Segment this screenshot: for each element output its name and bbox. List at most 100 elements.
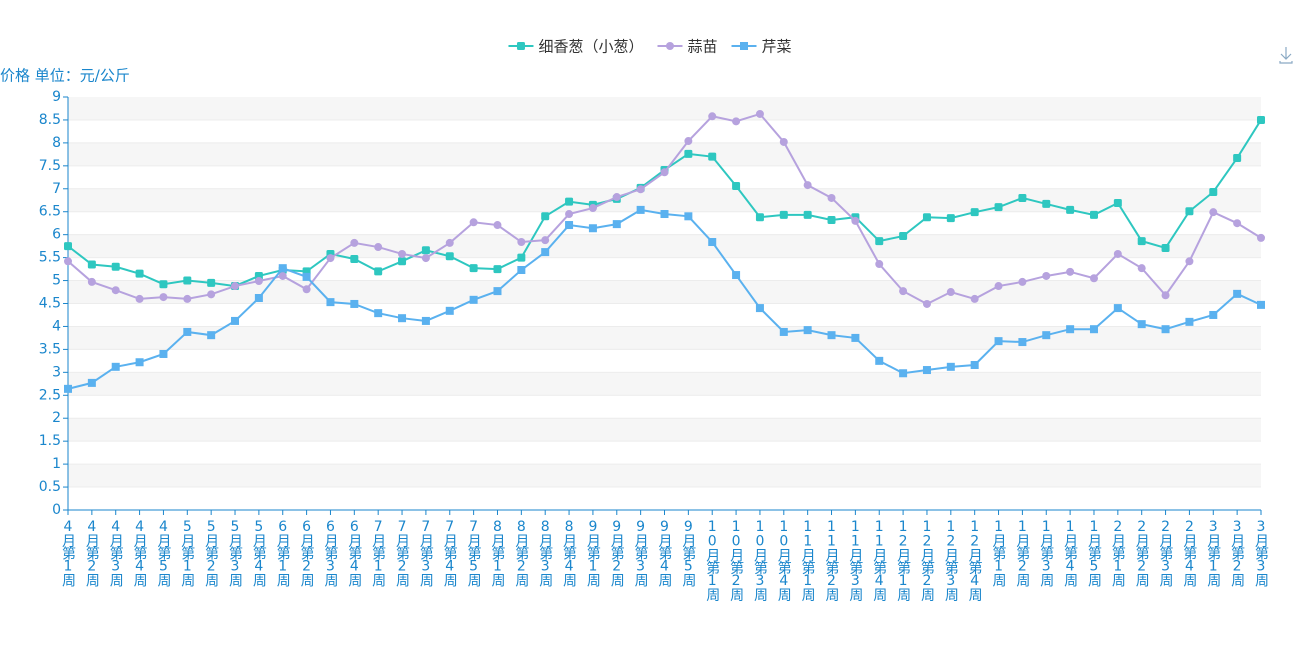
point <box>469 264 478 273</box>
point <box>493 265 502 274</box>
point <box>207 331 216 340</box>
point <box>87 260 96 269</box>
x-tick-label: 10月第4周 <box>776 519 792 603</box>
point <box>350 254 359 263</box>
x-tick-label: 7月第2周 <box>394 519 410 588</box>
legend: 细香葱（小葱） 蒜苗 芹菜 <box>508 38 792 56</box>
x-tick-label: 1月第2周 <box>1014 519 1030 588</box>
point <box>111 362 120 371</box>
point <box>994 282 1003 291</box>
point <box>1233 219 1242 228</box>
point <box>684 137 693 146</box>
point <box>231 316 240 325</box>
point <box>588 204 597 213</box>
point <box>1257 115 1265 124</box>
x-tick-label: 3月第1周 <box>1205 519 1221 588</box>
x-tick-label: 8月第3周 <box>537 519 553 588</box>
y-tick-label: 5 <box>52 273 61 289</box>
point <box>374 309 383 318</box>
y-tick-label: 3.5 <box>39 341 61 357</box>
point <box>1137 264 1146 273</box>
point <box>875 237 884 246</box>
point <box>755 304 764 313</box>
point <box>779 210 788 219</box>
legend-label: 细香葱（小葱） <box>538 38 643 56</box>
point <box>159 349 168 358</box>
point <box>326 298 335 307</box>
point <box>684 212 693 221</box>
point <box>1042 271 1051 280</box>
point <box>1018 338 1027 347</box>
point <box>159 293 168 302</box>
x-tick-label: 9月第1周 <box>585 519 601 588</box>
point <box>899 287 908 296</box>
point <box>1233 289 1242 298</box>
point <box>922 299 931 308</box>
y-tick-label: 4.5 <box>39 296 61 312</box>
point <box>1257 233 1265 242</box>
point <box>612 220 621 229</box>
point <box>207 278 216 287</box>
point <box>541 248 550 257</box>
grid-band <box>68 326 1261 350</box>
point <box>827 215 836 224</box>
point <box>1089 210 1098 219</box>
point <box>732 271 741 280</box>
point <box>87 378 96 387</box>
point <box>469 218 478 227</box>
grid-band <box>68 142 1261 166</box>
x-tick-label: 2月第4周 <box>1181 519 1197 588</box>
point <box>732 182 741 191</box>
point <box>1257 300 1265 309</box>
point <box>636 185 645 194</box>
grid-band <box>68 234 1261 258</box>
point <box>708 152 717 161</box>
point <box>64 384 72 393</box>
y-tick-label: 5.5 <box>39 250 61 266</box>
point <box>970 360 979 369</box>
point <box>159 280 168 289</box>
x-tick-label: 4月第1周 <box>60 519 76 588</box>
y-tick-label: 1 <box>52 456 61 472</box>
x-tick-label: 5月第4周 <box>251 519 267 588</box>
point <box>517 238 526 247</box>
point <box>326 254 335 263</box>
grid-band <box>68 280 1261 304</box>
point <box>708 112 717 121</box>
x-tick-label: 10月第1周 <box>704 519 720 603</box>
point <box>899 232 908 241</box>
x-tick-label: 3月第2周 <box>1229 519 1245 588</box>
y-tick-label: 3 <box>52 364 61 380</box>
x-tick-label: 11月第2周 <box>824 519 840 603</box>
point <box>875 260 884 269</box>
y-tick-label: 0 <box>52 502 61 518</box>
x-tick-label: 12月第2周 <box>919 519 935 603</box>
point <box>1066 267 1075 276</box>
x-tick-label: 7月第3周 <box>418 519 434 588</box>
x-tick-label: 7月第5周 <box>466 519 482 588</box>
point <box>1161 291 1170 300</box>
x-tick-label: 8月第2周 <box>513 519 529 588</box>
x-tick-label: 1月第3周 <box>1038 519 1054 588</box>
x-tick-label: 9月第3周 <box>633 519 649 588</box>
point <box>111 262 120 271</box>
x-tick-label: 5月第2周 <box>203 519 219 588</box>
x-tick-label: 11月第1周 <box>800 519 816 603</box>
point <box>636 205 645 214</box>
point <box>1137 320 1146 329</box>
x-tick-label: 11月第3周 <box>847 519 863 603</box>
point <box>350 299 359 308</box>
point <box>1233 154 1242 163</box>
point <box>1042 199 1051 208</box>
point <box>803 210 812 219</box>
point <box>135 269 144 278</box>
point <box>779 327 788 336</box>
point <box>755 213 764 222</box>
point <box>946 362 955 371</box>
point <box>851 216 860 225</box>
point <box>254 293 263 302</box>
download-icon[interactable] <box>1279 47 1293 64</box>
legend-marker <box>516 42 525 50</box>
x-tick-label: 8月第4周 <box>561 519 577 588</box>
